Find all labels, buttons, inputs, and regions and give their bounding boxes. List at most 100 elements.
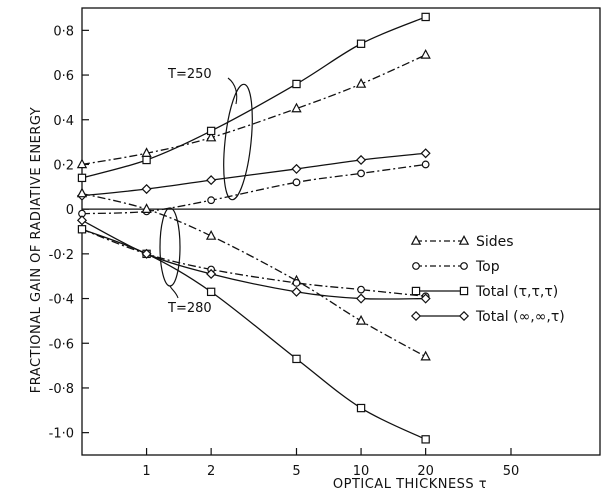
diamond-marker <box>356 154 367 166</box>
y-tick-label: 0·4 <box>53 114 74 129</box>
y-tick-label: -0·4 <box>49 293 74 308</box>
series-sides-250 <box>76 48 431 169</box>
annotation-leader <box>169 285 179 299</box>
series-line <box>81 152 426 197</box>
diamond-marker <box>76 215 88 226</box>
circle-marker <box>460 262 468 270</box>
diamond-marker <box>291 286 302 297</box>
legend-label: Total (τ,τ,τ) <box>475 284 558 300</box>
y-tick-label: -0·6 <box>49 337 74 352</box>
square-marker <box>356 39 366 48</box>
bracket-loop-t280 <box>159 207 181 287</box>
y-tick-label: 0·6 <box>53 69 74 84</box>
legend-item-top: Top <box>412 259 500 275</box>
square-marker <box>411 286 421 296</box>
x-tick-label: 2 <box>207 464 215 479</box>
annotation-t280: T=280 <box>167 301 212 316</box>
triangle-marker <box>458 235 470 245</box>
x-ticks: 1 2 5 10 20 50 <box>142 448 519 479</box>
x-tick-label: 10 <box>353 464 370 479</box>
triangle-marker <box>420 350 431 361</box>
series-total_ttt-280 <box>77 225 430 444</box>
annotations: T=250 T=280 <box>159 67 253 316</box>
y-tick-label: -1·0 <box>49 427 74 442</box>
circle-marker <box>207 196 216 205</box>
triangle-marker <box>355 314 367 325</box>
diamond-marker <box>141 248 152 259</box>
square-marker <box>356 403 366 413</box>
square-marker <box>77 225 87 234</box>
diamond-marker <box>141 183 152 195</box>
y-axis-title: FRACTIONAL GAIN OF RADIATIVE ENERGY <box>29 107 44 393</box>
circle-marker <box>357 285 365 294</box>
y-tick-label: -0·8 <box>49 382 74 397</box>
legend-label: Sides <box>476 234 514 250</box>
y-ticks: 0·8 0·6 0·4 0·2 0 -0·2 -0·4 -0·6 -0·8 -1·0 <box>49 24 89 442</box>
triangle-marker <box>410 235 422 245</box>
x-tick-label: 5 <box>292 464 300 479</box>
series-line <box>81 192 426 358</box>
legend-item-total_ttt: Total (τ,τ,τ) <box>411 284 558 300</box>
series-line <box>81 163 426 215</box>
plot-frame <box>81 7 601 456</box>
series-sides-280 <box>76 187 431 361</box>
legend-label: Top <box>475 259 500 275</box>
circle-marker <box>357 169 365 178</box>
y-tick-label: -0·2 <box>49 248 74 263</box>
diamond-marker <box>356 293 367 304</box>
diamond-marker <box>420 293 431 304</box>
series-line <box>81 54 426 166</box>
series-line <box>81 16 426 179</box>
series-total_inf-250 <box>76 148 431 201</box>
circle-marker <box>292 178 301 187</box>
bracket-loop-t250 <box>223 83 253 201</box>
diamond-marker <box>206 268 217 280</box>
diamond-marker <box>410 310 422 322</box>
triangle-marker <box>420 48 431 59</box>
triangle-marker <box>205 131 217 142</box>
x-tick-label: 20 <box>417 464 434 479</box>
square-marker <box>206 287 216 297</box>
square-marker <box>77 173 87 183</box>
square-marker <box>206 126 216 136</box>
series-top-280 <box>78 225 430 301</box>
x-tick-label: 1 <box>142 464 150 479</box>
triangle-marker <box>141 203 152 213</box>
square-marker <box>142 155 151 165</box>
circle-marker <box>421 160 430 169</box>
diamond-marker <box>420 148 431 159</box>
circle-marker <box>292 279 301 287</box>
diamond-marker <box>458 310 470 322</box>
axes <box>81 7 601 456</box>
triangle-marker <box>355 78 367 88</box>
legend-item-sides: Sides <box>410 234 514 250</box>
series-line <box>81 228 426 297</box>
triangle-marker <box>76 158 88 169</box>
triangle-marker <box>76 187 88 198</box>
series-line <box>81 228 426 440</box>
legend-item-total_inf: Total (∞,∞,τ) <box>410 309 565 325</box>
square-marker <box>292 79 301 89</box>
circle-marker <box>412 262 420 270</box>
square-marker <box>459 286 469 296</box>
x-axis-title: OPTICAL THICKNESS τ <box>333 477 487 492</box>
y-tick-label: 0·2 <box>53 158 74 173</box>
series-total_ttt-250 <box>77 12 430 183</box>
annotation-leader <box>227 77 238 105</box>
square-marker <box>421 435 430 444</box>
triangle-marker <box>205 229 217 240</box>
triangle-marker <box>291 102 302 113</box>
legend-label: Total (∞,∞,τ) <box>475 309 565 325</box>
y-tick-label: 0 <box>66 203 74 218</box>
series-total_inf-280 <box>76 215 431 304</box>
diamond-marker <box>291 163 302 174</box>
series-line <box>81 219 426 300</box>
square-marker <box>292 354 301 364</box>
y-tick-label: 0·8 <box>53 24 74 39</box>
legend: Sides Top Total (τ,τ,τ) Total (∞,∞,τ) <box>410 234 565 325</box>
series-layer <box>76 12 431 444</box>
diamond-marker <box>206 175 217 186</box>
square-marker <box>421 12 430 22</box>
annotation-t250: T=250 <box>167 67 212 82</box>
